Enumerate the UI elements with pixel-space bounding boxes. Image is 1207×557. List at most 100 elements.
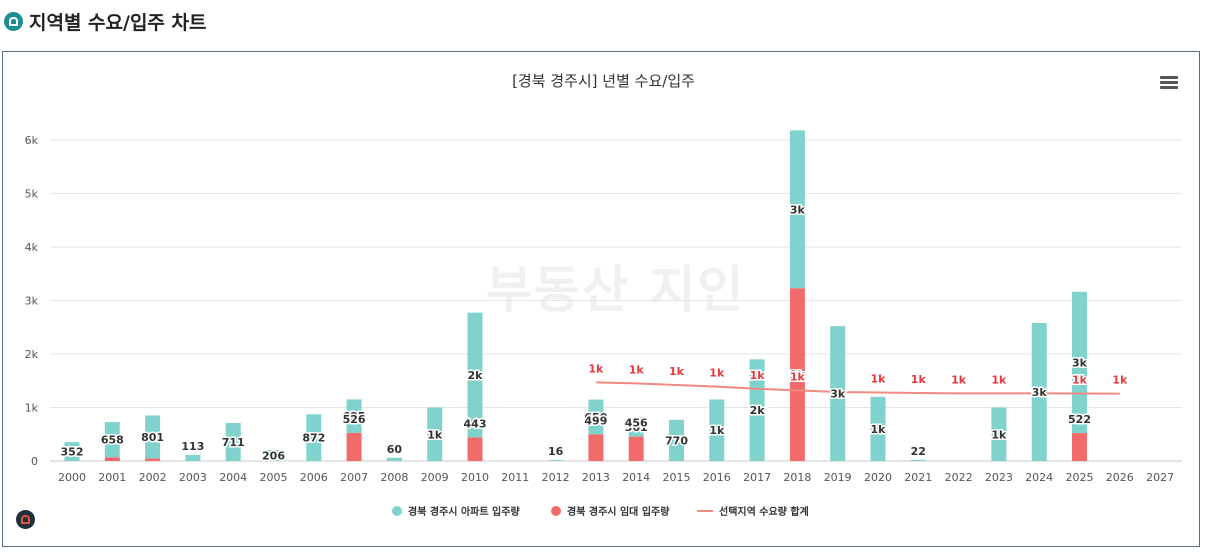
legend-rent-swatch [551,505,561,516]
bar-rent [346,432,362,461]
bar-rent [145,458,161,461]
bar-rent [467,437,483,461]
bar-apt-label: 16 [548,445,564,458]
bar-apt-label: 1k [871,423,887,436]
bar-apt [1072,291,1087,434]
demand-label: 1k [629,363,645,376]
x-tick-label: 2013 [582,471,610,484]
x-tick-label: 2014 [622,471,650,484]
x-tick-label: 2004 [219,471,247,484]
demand-label: 1k [911,373,927,386]
x-tick-label: 2000 [58,471,86,484]
demand-label: 1k [871,373,887,386]
bar-apt [1031,322,1047,461]
legend-item-apt[interactable]: 경북 경주시 아파트 입주량 [392,503,520,518]
demand-label: 1k [790,370,806,383]
x-tick-label: 2001 [98,471,126,484]
bar-apt [588,399,604,435]
x-tick-label: 2019 [824,471,852,484]
chart-panel [2,51,1200,547]
bar-apt-label: 3k [830,388,846,401]
legend-rent-label: 경북 경주시 임대 입주량 [567,507,670,518]
y-tick-label: 5k [25,188,39,201]
x-tick-label: 2011 [501,471,529,484]
x-tick-label: 2022 [945,471,973,484]
y-tick-label: 6k [25,134,39,147]
x-tick-label: 2003 [179,471,207,484]
bar-apt-label: 113 [181,440,204,453]
y-tick-label: 0 [31,455,38,468]
bar-apt-label: 872 [302,432,325,445]
bar-apt-label: 1k [991,428,1007,441]
x-tick-label: 2006 [300,471,328,484]
bar-apt [346,399,362,433]
x-tick-label: 2021 [904,471,932,484]
bar-apt [749,359,765,461]
bar-rent [1072,433,1087,461]
bar-apt [830,326,846,461]
x-tick-label: 2007 [340,471,368,484]
demand-label: 1k [951,373,967,386]
x-tick-label: 2005 [260,471,288,484]
bar-apt [306,414,322,461]
chart-title: [경북 경주시] 년별 수요/입주 [512,72,695,90]
bar-rent-label: 3k [790,369,806,382]
demand-label: 1k [991,373,1007,386]
y-tick-label: 3k [25,295,39,308]
bar-apt [709,399,725,461]
legend-demand-label: 선택지역 수요량 합계 [719,507,809,518]
bar-apt [185,454,201,461]
brand-logo-icon [16,510,35,529]
demand-line [595,381,1120,395]
x-tick-label: 2012 [542,471,570,484]
bar-rent-label: 443 [464,417,487,430]
bar-apt [669,419,684,461]
hamburger-menu-icon[interactable] [1160,76,1178,90]
x-tick-label: 2016 [703,471,731,484]
legend-item-demand[interactable]: 선택지역 수요량 합계 [697,503,809,518]
y-tick-label: 1k [25,402,39,415]
x-tick-label: 2008 [380,471,408,484]
bar-rent [588,434,604,461]
bar-apt-label: 711 [222,436,245,449]
legend-apt-swatch [392,505,402,516]
bar-apt-label: 2k [750,404,766,417]
bar-apt [386,457,402,461]
bar-apt-label: 3k [1032,386,1048,399]
page-header: 지역별 수요/입주 차트 [0,0,1207,44]
bar-apt-label: 3k [790,203,806,216]
legend-item-rent[interactable]: 경북 경주시 임대 입주량 [551,503,669,518]
watermark: 부동산 지인 [486,261,746,319]
bar-apt [427,407,443,461]
bar-apt [628,417,644,437]
bar-apt [910,459,926,461]
bar-rent-label: 499 [584,414,607,427]
bar-apt-label: 658 [101,434,124,447]
bar-apt [225,422,241,461]
bar-apt-label: 3k [1072,356,1088,369]
bar-rent-label: 522 [1068,413,1091,426]
bar-apt-label: 650 [584,411,607,424]
x-tick-label: 2015 [663,471,691,484]
bar-rent [104,457,120,461]
bar-apt-label: 1k [709,424,725,437]
demand-label: 1k [1072,373,1088,386]
bar-rent [789,288,805,461]
bar-apt-label: 770 [665,434,688,447]
x-tick-label: 2018 [783,471,811,484]
bar-apt [991,407,1007,461]
x-tick-label: 2010 [461,471,489,484]
legend-demand-swatch [697,509,713,512]
bar-apt-label: 801 [141,431,164,444]
demand-label: 1k [588,362,604,375]
bar-rent-label: 456 [625,417,648,430]
x-tick-label: 2025 [1066,471,1094,484]
demand-label: 1k [750,369,766,382]
bar-apt [789,130,805,289]
x-tick-label: 2017 [743,471,771,484]
bar-apt-label: 22 [911,445,926,458]
x-tick-label: 2027 [1146,471,1174,484]
bar-apt-label: 625 [343,410,366,423]
bar-apt [64,442,80,461]
